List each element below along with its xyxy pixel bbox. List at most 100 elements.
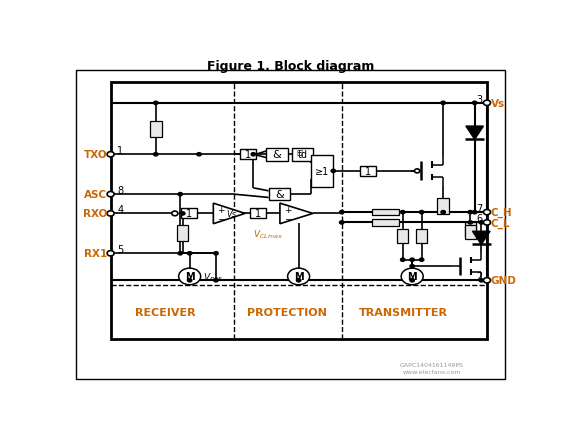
Text: RXO: RXO [83,209,107,219]
Circle shape [419,211,424,214]
Circle shape [410,279,415,282]
Bar [465,226,476,240]
Circle shape [172,212,178,216]
Text: TRANSMITTER: TRANSMITTER [359,308,448,318]
Bar [150,121,161,137]
Text: Figure 1. Block diagram: Figure 1. Block diagram [207,60,375,73]
Bar [372,209,399,216]
Text: C_H: C_H [491,208,512,218]
Circle shape [410,258,415,262]
Circle shape [410,265,415,268]
Text: Vs: Vs [491,98,504,108]
Text: $V_{CLmax}$: $V_{CLmax}$ [253,228,283,241]
Text: GAPC1404161149PS: GAPC1404161149PS [400,362,464,367]
Circle shape [178,252,182,255]
Text: ASC: ASC [84,190,107,200]
Polygon shape [473,232,490,245]
Text: PROTECTION: PROTECTION [247,308,327,318]
Polygon shape [214,204,245,224]
Circle shape [331,170,336,173]
Circle shape [441,211,445,214]
Bar [437,198,449,214]
Circle shape [179,268,201,285]
Polygon shape [280,204,313,224]
Text: ≥1: ≥1 [315,166,329,176]
Circle shape [181,212,185,215]
Text: RX1: RX1 [84,249,107,259]
Bar [111,83,487,340]
Text: 1: 1 [186,209,193,219]
Circle shape [483,101,491,106]
Text: M: M [294,272,303,282]
Text: +: + [218,206,225,214]
Bar [266,149,287,161]
Circle shape [107,152,114,157]
Circle shape [441,102,445,105]
Bar [177,226,189,242]
Text: 7: 7 [476,204,482,214]
Text: td: td [298,150,308,160]
Circle shape [287,268,310,285]
Circle shape [401,268,423,285]
Circle shape [473,211,477,214]
Text: 1: 1 [254,209,261,219]
Circle shape [468,221,473,224]
Bar [397,230,408,243]
Text: □: □ [296,150,303,156]
Text: RECEIVER: RECEIVER [135,308,196,318]
Bar [240,150,256,160]
Circle shape [187,279,192,282]
Circle shape [214,252,218,255]
Bar [181,209,197,219]
Circle shape [485,279,489,282]
Text: TXO: TXO [83,150,107,160]
Text: 8: 8 [117,186,123,196]
Text: &: & [273,150,281,160]
Text: 2: 2 [476,272,482,282]
Bar [372,220,399,226]
Circle shape [419,258,424,262]
Circle shape [483,220,491,226]
Circle shape [107,211,114,217]
Text: $V_{REF}$: $V_{REF}$ [203,270,223,283]
Text: 4: 4 [117,205,123,215]
Circle shape [468,211,473,214]
Text: 5: 5 [117,245,123,255]
Circle shape [340,211,344,214]
Circle shape [153,153,158,157]
Text: C_L: C_L [491,218,510,228]
Text: www.elecfans.com: www.elecfans.com [403,369,461,374]
Circle shape [483,278,491,283]
Bar [250,209,265,219]
Text: M: M [407,272,417,282]
Circle shape [400,258,405,262]
Circle shape [214,279,218,282]
Text: 1: 1 [117,146,123,156]
Circle shape [251,153,256,157]
Bar [269,188,290,201]
Circle shape [197,153,201,157]
Circle shape [153,102,158,105]
Text: &: & [275,190,283,200]
Circle shape [479,221,483,224]
Bar [311,156,333,187]
Text: −: − [218,214,225,222]
Circle shape [415,169,420,173]
Circle shape [187,252,192,255]
Bar [416,230,427,243]
Text: 1: 1 [245,150,251,160]
Text: GND: GND [491,276,516,286]
Circle shape [107,192,114,197]
Circle shape [400,211,405,214]
Text: −: − [285,214,292,222]
Circle shape [340,221,344,224]
Circle shape [178,193,182,197]
Text: 6: 6 [476,214,482,224]
Circle shape [107,251,114,256]
Text: +: + [285,206,292,214]
Polygon shape [466,127,483,140]
Bar [465,223,476,237]
Circle shape [483,210,491,215]
Text: 3: 3 [476,95,482,104]
Circle shape [473,102,477,105]
